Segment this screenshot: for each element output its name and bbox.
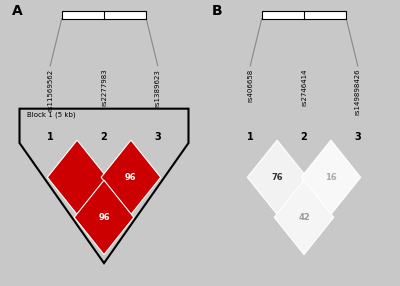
Text: A: A (12, 4, 22, 18)
Text: 76: 76 (271, 173, 283, 182)
Text: 2: 2 (101, 132, 107, 142)
Text: rs11569562: rs11569562 (47, 69, 53, 111)
Text: rs2746414: rs2746414 (301, 69, 307, 106)
Polygon shape (74, 180, 134, 255)
Text: rs1389623: rs1389623 (155, 69, 161, 106)
Text: Block 1 (5 kb): Block 1 (5 kb) (27, 112, 76, 118)
Text: 16: 16 (325, 173, 337, 182)
Polygon shape (301, 140, 361, 214)
Text: 96: 96 (98, 213, 110, 222)
Text: 1: 1 (247, 132, 254, 142)
Text: B: B (212, 4, 222, 18)
Polygon shape (101, 140, 161, 214)
Polygon shape (47, 140, 107, 214)
Text: 1: 1 (47, 132, 54, 142)
Text: 3: 3 (154, 132, 161, 142)
Text: 3: 3 (354, 132, 361, 142)
Text: rs149898426: rs149898426 (355, 69, 361, 115)
Bar (262, 11, 346, 19)
Text: rs2277983: rs2277983 (101, 69, 107, 106)
Text: 96: 96 (125, 173, 137, 182)
Bar (62, 11, 146, 19)
Text: 42: 42 (298, 213, 310, 222)
Text: 2: 2 (301, 132, 307, 142)
Text: rs406658: rs406658 (247, 69, 253, 102)
Polygon shape (274, 180, 334, 255)
Polygon shape (247, 140, 307, 214)
